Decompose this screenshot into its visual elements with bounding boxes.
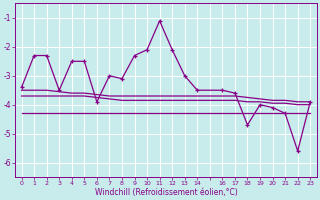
X-axis label: Windchill (Refroidissement éolien,°C): Windchill (Refroidissement éolien,°C) — [94, 188, 237, 197]
